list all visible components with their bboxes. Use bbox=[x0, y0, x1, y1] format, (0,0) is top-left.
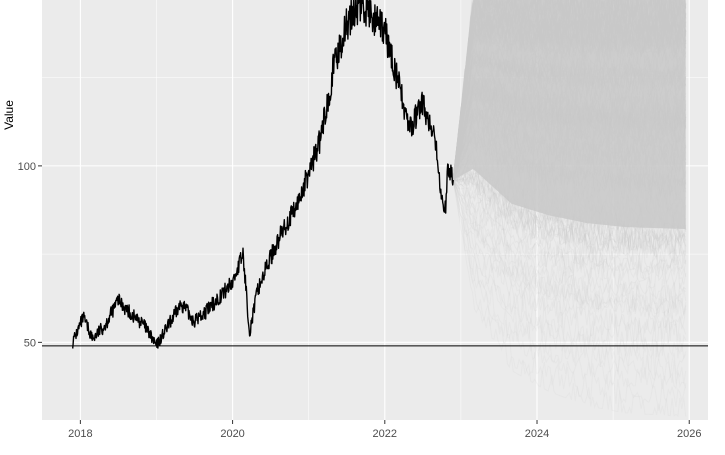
simulation-path bbox=[452, 179, 687, 417]
y-axis-title: Value bbox=[2, 100, 16, 130]
x-tick-label: 2026 bbox=[677, 428, 701, 440]
simulation-path bbox=[452, 179, 687, 343]
simulation-core-band bbox=[453, 0, 686, 230]
simulation-path bbox=[452, 179, 686, 317]
simulation-path bbox=[452, 179, 687, 336]
x-tick-label: 2020 bbox=[220, 428, 244, 440]
simulation-path bbox=[452, 179, 687, 390]
simulation-path bbox=[452, 179, 687, 274]
history-series-line bbox=[72, 0, 454, 349]
simulation-path bbox=[453, 170, 687, 252]
simulation-path bbox=[452, 179, 687, 319]
simulation-path bbox=[453, 173, 686, 257]
x-tick-label: 2024 bbox=[525, 428, 549, 440]
simulation-path bbox=[452, 179, 687, 316]
simulation-path bbox=[452, 179, 687, 360]
simulation-path bbox=[452, 179, 687, 320]
simulation-path bbox=[452, 179, 687, 359]
x-axis: 2018 2020 2022 2024 2026 bbox=[68, 420, 701, 440]
major-gridlines bbox=[42, 0, 708, 420]
simulation-path bbox=[452, 179, 687, 272]
x-tick-label: 2022 bbox=[373, 428, 397, 440]
x-tick-label: 2018 bbox=[68, 428, 92, 440]
simulation-path bbox=[453, 172, 686, 265]
simulation-path bbox=[452, 179, 687, 411]
simulation-path bbox=[453, 167, 687, 243]
simulation-path bbox=[452, 179, 687, 303]
simulation-path bbox=[452, 179, 687, 385]
simulation-path bbox=[452, 179, 687, 287]
simulation-paths bbox=[452, 0, 687, 417]
simulation-path bbox=[453, 176, 686, 256]
simulation-path bbox=[452, 179, 687, 290]
y-tick-label: 100 bbox=[18, 161, 36, 173]
simulation-path bbox=[453, 175, 687, 256]
simulation-path bbox=[452, 179, 687, 313]
y-axis: 50 100 bbox=[18, 161, 42, 349]
simulation-path bbox=[453, 175, 687, 251]
y-tick-label: 50 bbox=[24, 337, 36, 349]
simulation-path bbox=[452, 179, 687, 290]
